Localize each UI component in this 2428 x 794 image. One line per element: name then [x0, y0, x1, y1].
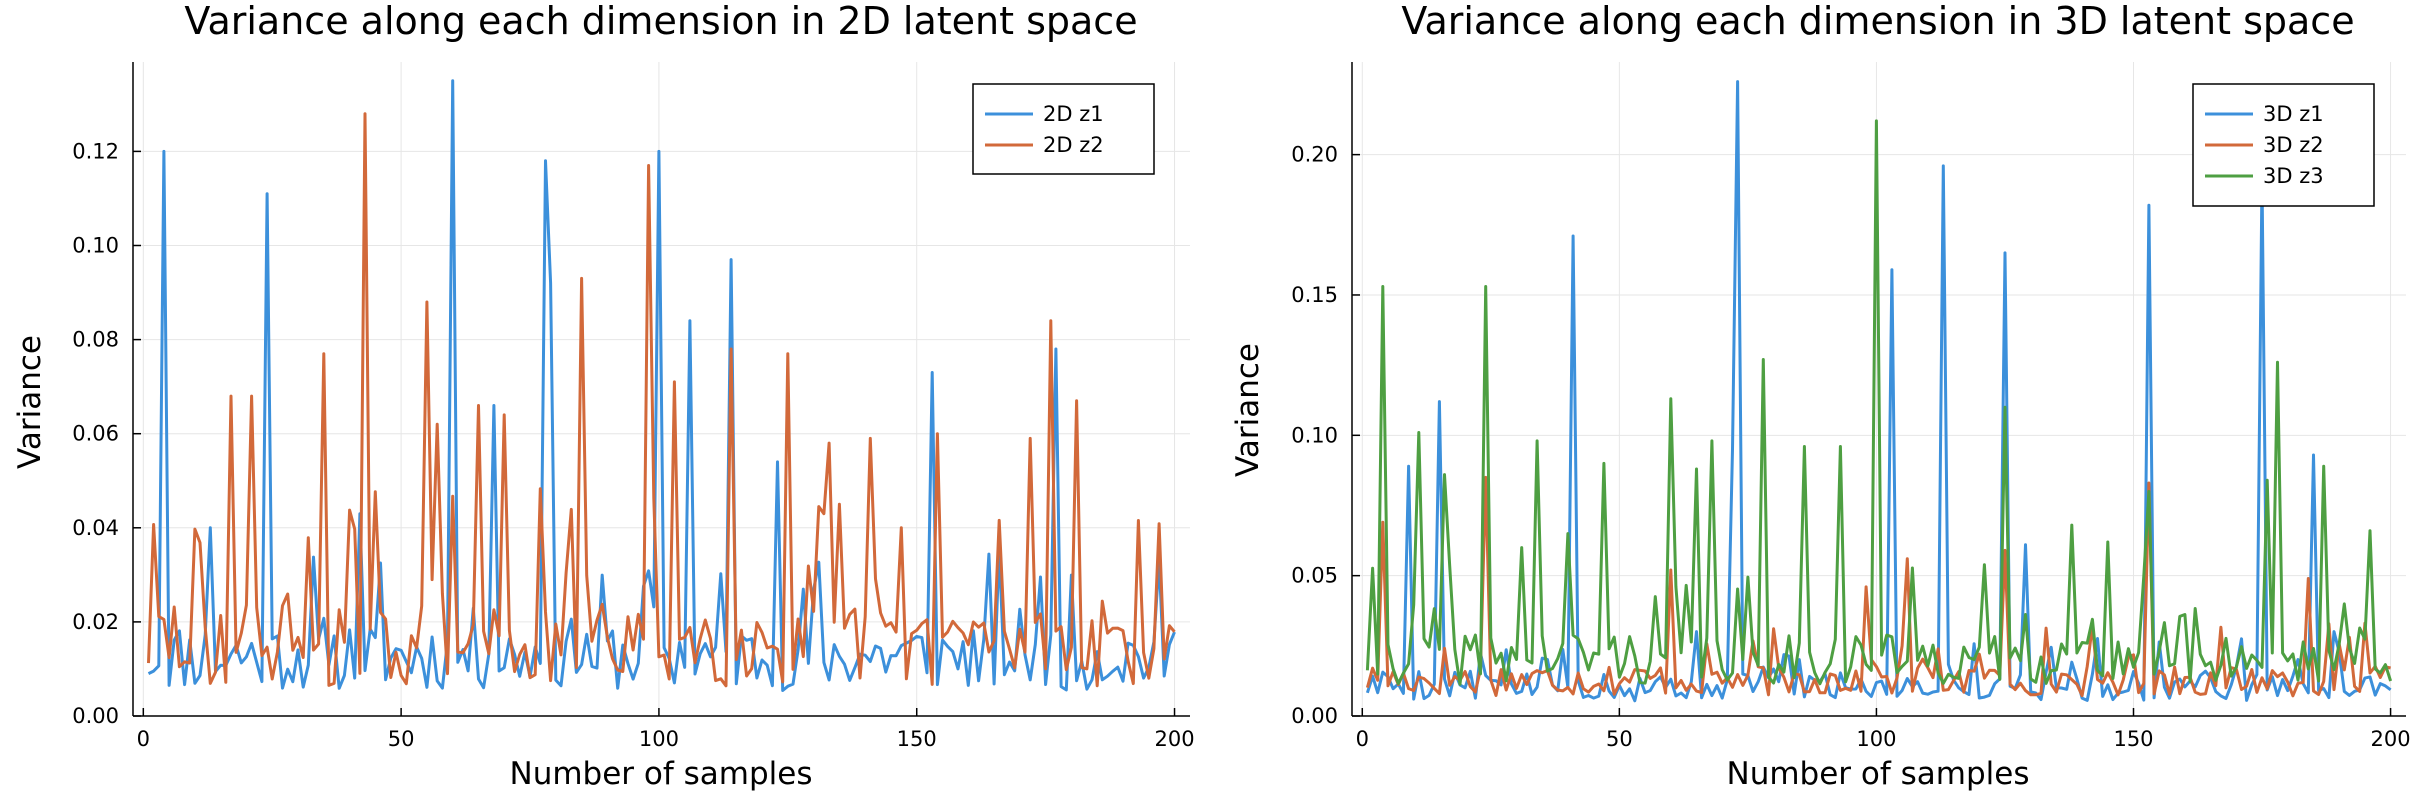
y-axis-label: Variance	[12, 335, 48, 469]
chart-3d-latent: Variance along each dimension in 3D late…	[1230, 0, 2411, 792]
x-tick-label: 0	[1356, 727, 1369, 751]
series-line	[1365, 80, 2392, 703]
y-tick-label: 0.20	[1291, 143, 1338, 167]
x-tick-label: 100	[1856, 727, 1896, 751]
x-tick-label: 0	[137, 727, 150, 751]
legend: 3D z1 3D z2 3D z3	[2192, 83, 2375, 207]
legend-label: 2D z2	[1043, 133, 1104, 157]
legend-label: 2D z1	[1043, 102, 1104, 126]
x-tick-label: 150	[2113, 727, 2153, 751]
y-axis-label: Variance	[1230, 343, 1266, 477]
x-tick-label: 50	[1606, 727, 1633, 751]
x-axis-label: Number of samples	[510, 756, 813, 792]
y-tick-label: 0.04	[72, 516, 119, 540]
series-line	[1365, 475, 2391, 698]
legend-box	[972, 83, 1155, 175]
chart-title: Variance along each dimension in 2D late…	[184, 0, 1137, 43]
y-tick-label: 0.08	[72, 328, 119, 352]
series-line	[1365, 119, 2393, 686]
y-tick-label: 0.00	[1291, 704, 1338, 728]
series-line	[147, 112, 1176, 688]
x-tick-label: 200	[1154, 727, 1194, 751]
y-tick-label: 0.15	[1291, 283, 1338, 307]
y-tick-label: 0.10	[1291, 423, 1338, 447]
x-tick-label: 200	[2371, 727, 2411, 751]
chart-title: Variance along each dimension in 3D late…	[1401, 0, 2354, 43]
legend-label: 3D z3	[2263, 164, 2324, 188]
chart-2d-latent: Variance along each dimension in 2D late…	[12, 0, 1195, 792]
y-tick-label: 0.05	[1291, 564, 1338, 588]
x-tick-label: 150	[897, 727, 937, 751]
y-tick-label: 0.10	[72, 233, 119, 257]
legend-label: 3D z1	[2263, 102, 2324, 126]
x-tick-label: 50	[388, 727, 415, 751]
legend-label: 3D z2	[2263, 133, 2324, 157]
legend: 2D z1 2D z2	[972, 83, 1155, 175]
x-tick-label: 100	[639, 727, 679, 751]
y-tick-label: 0.00	[72, 704, 119, 728]
y-tick-label: 0.02	[72, 610, 119, 634]
y-tick-label: 0.12	[72, 139, 119, 163]
y-tick-label: 0.06	[72, 422, 119, 446]
x-axis-label: Number of samples	[1727, 756, 2030, 792]
